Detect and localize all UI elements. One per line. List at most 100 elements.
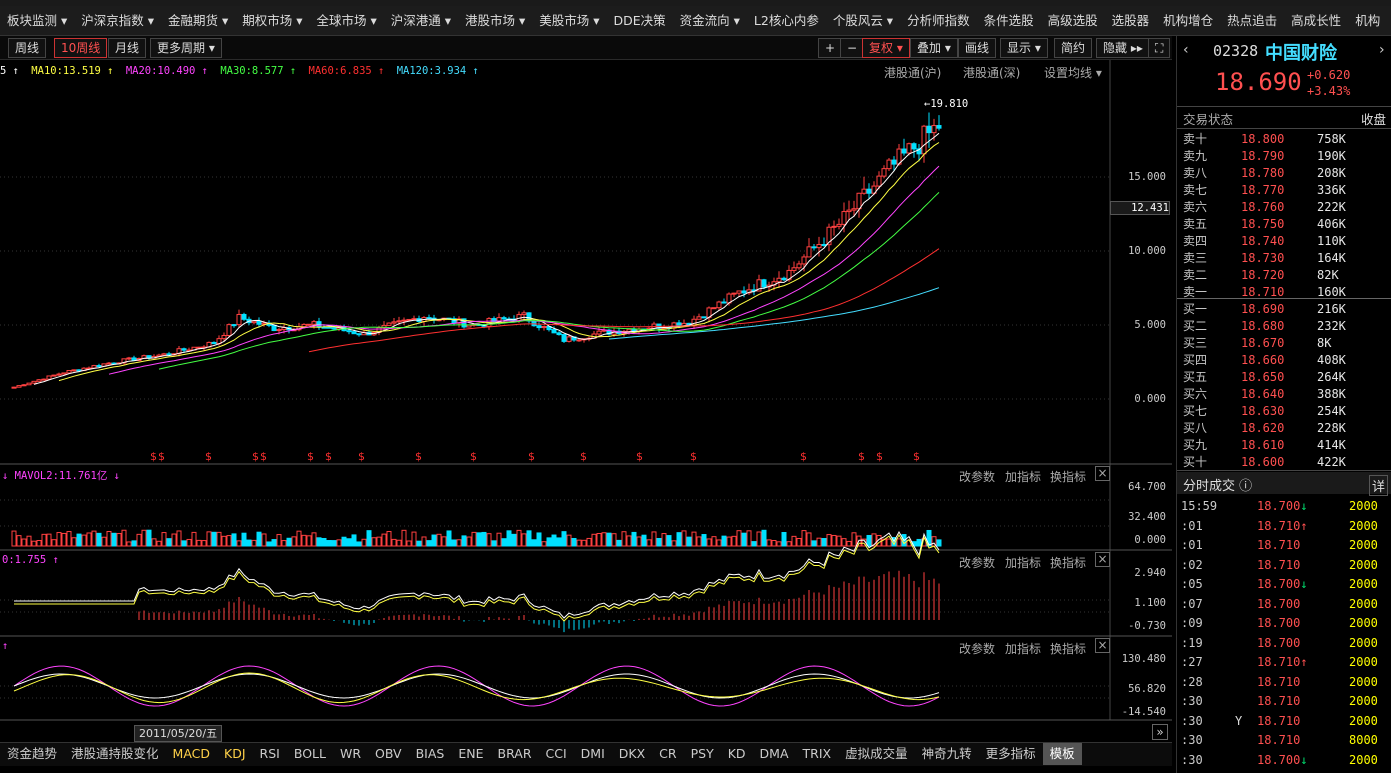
- kdj-change-params[interactable]: 改参数: [959, 642, 996, 656]
- indicator-tab-1[interactable]: 港股通持股变化: [71, 746, 159, 761]
- prev-stock-icon[interactable]: ‹: [1183, 42, 1189, 58]
- indicator-tab-15[interactable]: PSY: [690, 746, 714, 761]
- period-week-button[interactable]: 周线: [8, 38, 47, 58]
- draw-line-button[interactable]: 画线: [958, 38, 997, 58]
- hk-connect-sz-link[interactable]: 港股通(深): [963, 66, 1021, 80]
- svg-text:$: $: [260, 450, 267, 463]
- menu-item-2[interactable]: 金融期货 ▾: [168, 13, 229, 28]
- menu-item-12[interactable]: 分析师指数: [907, 13, 970, 28]
- vol-add-indicator[interactable]: 加指标: [1005, 470, 1042, 484]
- menu-item-18[interactable]: 高成长性: [1291, 13, 1342, 28]
- kdj-close-icon[interactable]: ×: [1095, 638, 1110, 653]
- menu-item-19[interactable]: 机构: [1355, 13, 1381, 28]
- indicator-tab-19[interactable]: 虚拟成交量: [845, 746, 908, 761]
- indicator-tab-4[interactable]: RSI: [259, 746, 280, 761]
- indicator-tab-20[interactable]: 神奇九转: [921, 746, 972, 761]
- book-price: 18.690: [1241, 302, 1285, 316]
- ask-row: 卖八 18.780 208K: [1177, 165, 1391, 182]
- vol-swap-indicator[interactable]: 换指标: [1050, 470, 1087, 484]
- price-change: +0.620: [1307, 68, 1351, 82]
- arrow-down-icon: ↓: [1300, 499, 1308, 513]
- indicator-tab-21[interactable]: 更多指标: [985, 746, 1036, 761]
- indicator-tab-8[interactable]: BIAS: [415, 746, 445, 761]
- macd-swap-indicator[interactable]: 换指标: [1050, 556, 1087, 570]
- kline-chart-area[interactable]: $ $ $ $ $ $ $ $ $ $ $ $ $ $ $ $ $ $: [0, 60, 1172, 740]
- fullscreen-icon[interactable]: ⛶: [1148, 38, 1171, 58]
- menu-item-6[interactable]: 港股市场 ▾: [465, 13, 526, 28]
- hide-button[interactable]: 隐藏 ▸▸: [1096, 38, 1150, 58]
- indicator-tab-13[interactable]: DKX: [618, 746, 646, 761]
- indicator-tab-2[interactable]: MACD: [172, 746, 211, 761]
- display-button[interactable]: 显示 ▾: [1000, 38, 1048, 58]
- high-price-marker: ←19.810: [924, 98, 969, 110]
- hk-connect-sh-link[interactable]: 港股通(沪): [884, 66, 942, 80]
- vol-change-params[interactable]: 改参数: [959, 470, 996, 484]
- zoom-out-button[interactable]: −: [840, 38, 865, 58]
- macd-add-indicator[interactable]: 加指标: [1005, 556, 1042, 570]
- book-price: 18.800: [1241, 132, 1285, 146]
- indicator-tab-7[interactable]: OBV: [375, 746, 402, 761]
- menu-item-3[interactable]: 期权市场 ▾: [242, 13, 303, 28]
- ticks-detail-button[interactable]: 详: [1369, 475, 1389, 496]
- menu-item-0[interactable]: 板块监测 ▾: [7, 13, 68, 28]
- period-month-button[interactable]: 月线: [108, 38, 147, 58]
- indicator-tab-16[interactable]: KD: [727, 746, 746, 761]
- indicator-tab-0[interactable]: 资金趋势: [7, 746, 58, 761]
- period-10week-button[interactable]: 10周线: [54, 38, 108, 58]
- indicator-tab-12[interactable]: DMI: [580, 746, 605, 761]
- stock-code: 02328: [1213, 42, 1259, 60]
- menu-item-5[interactable]: 沪深港通 ▾: [390, 13, 451, 28]
- menu-item-10[interactable]: L2核心内参: [753, 13, 819, 28]
- menu-item-14[interactable]: 高级选股: [1047, 13, 1098, 28]
- svg-text:$: $: [528, 450, 535, 463]
- indicator-tab-11[interactable]: CCI: [545, 746, 567, 761]
- zoom-in-button[interactable]: +: [818, 38, 843, 58]
- bid-row: 买六 18.640 388K: [1177, 386, 1391, 403]
- menu-item-16[interactable]: 机构增仓: [1163, 13, 1214, 28]
- tick-row: :30 18.700↓ 2000: [1177, 751, 1391, 771]
- indicator-tab-22[interactable]: 模板: [1042, 743, 1082, 765]
- indicator-tab-17[interactable]: DMA: [759, 746, 789, 761]
- next-stock-icon[interactable]: ›: [1379, 42, 1385, 58]
- indicator-tab-3[interactable]: KDJ: [224, 746, 246, 761]
- indicator-tab-9[interactable]: ENE: [458, 746, 484, 761]
- bid-row: 买三 18.670 8K: [1177, 335, 1391, 352]
- vol-close-icon[interactable]: ×: [1095, 466, 1110, 481]
- more-periods-button[interactable]: 更多周期 ▾: [150, 38, 222, 58]
- indicator-tab-6[interactable]: WR: [339, 746, 362, 761]
- book-level: 卖六: [1183, 200, 1208, 214]
- book-level: 买二: [1183, 319, 1208, 333]
- macd-close-icon[interactable]: ×: [1095, 552, 1110, 567]
- tick-row: :30 18.710 2000: [1177, 692, 1391, 712]
- menu-item-8[interactable]: DDE决策: [613, 13, 666, 28]
- book-price: 18.600: [1241, 455, 1285, 469]
- indicator-tab-14[interactable]: CR: [659, 746, 677, 761]
- svg-text:$: $: [358, 450, 365, 463]
- menu-item-13[interactable]: 条件选股: [983, 13, 1034, 28]
- ask-row: 卖二 18.720 82K: [1177, 267, 1391, 284]
- menu-item-17[interactable]: 热点追击: [1227, 13, 1278, 28]
- indicator-tab-5[interactable]: BOLL: [293, 746, 326, 761]
- kdj-swap-indicator[interactable]: 换指标: [1050, 642, 1087, 656]
- indicator-tab-18[interactable]: TRIX: [802, 746, 832, 761]
- book-price: 18.660: [1241, 353, 1285, 367]
- overlay-button[interactable]: 叠加 ▾: [910, 38, 958, 58]
- tick-row: :27 18.710↑ 2000: [1177, 653, 1391, 673]
- book-volume: 228K: [1317, 421, 1346, 435]
- menu-item-15[interactable]: 选股器: [1111, 13, 1150, 28]
- tick-row: :05 18.700↓ 2000: [1177, 575, 1391, 595]
- indicator-tab-10[interactable]: BRAR: [497, 746, 532, 761]
- menu-item-11[interactable]: 个股风云 ▾: [832, 13, 894, 28]
- kdj-add-indicator[interactable]: 加指标: [1005, 642, 1042, 656]
- adjust-button[interactable]: 复权 ▾: [862, 38, 910, 58]
- set-ma-button[interactable]: 设置均线 ▾: [1044, 66, 1102, 80]
- scroll-right-icon[interactable]: »: [1152, 724, 1168, 740]
- simple-button[interactable]: 简约: [1054, 38, 1093, 58]
- menu-item-7[interactable]: 美股市场 ▾: [539, 13, 600, 28]
- menu-item-1[interactable]: 沪深京指数 ▾: [81, 13, 154, 28]
- menu-item-9[interactable]: 资金流向 ▾: [679, 13, 740, 28]
- menu-item-4[interactable]: 全球市场 ▾: [316, 13, 377, 28]
- macd-change-params[interactable]: 改参数: [959, 556, 996, 570]
- tick-volume: 2000: [1349, 499, 1378, 513]
- vol-axis-2: 32.400: [1128, 511, 1166, 523]
